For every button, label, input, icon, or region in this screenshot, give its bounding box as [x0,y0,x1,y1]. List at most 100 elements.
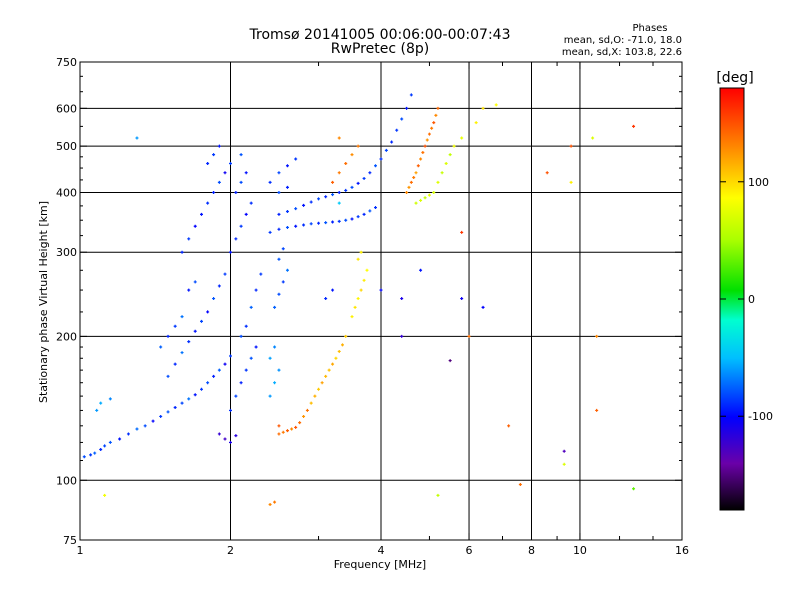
x-mode-point [436,493,440,497]
o-mode-point [173,405,177,409]
o-mode-point [223,272,227,276]
phases-heading: Phases [632,23,667,34]
o-mode-point [143,424,147,428]
o-mode-point [108,440,112,444]
o-mode-point [166,410,170,414]
o-mode-point [254,288,258,292]
o-mode-point [294,157,298,161]
o-mode-point [239,180,243,184]
o-mode-point [217,368,221,372]
o-mode-point [317,197,321,201]
x-mode-point [412,175,416,179]
x-mode-point [356,257,360,261]
o-mode-point [95,408,99,412]
x-mode-point [268,502,272,506]
x-mode-point [409,180,413,184]
o-mode-point [223,171,227,175]
x-mode-point [313,394,317,398]
x-mode-point [405,190,409,194]
o-mode-point [254,345,258,349]
o-mode-point [187,340,191,344]
o-mode-point [166,374,170,378]
o-mode-point [244,324,248,328]
x-mode-point [356,144,360,148]
o-mode-point [324,297,328,301]
o-mode-point [223,437,227,441]
o-mode-point [356,181,360,185]
o-mode-point [374,164,378,168]
o-mode-point [187,288,191,292]
x-mode-point [317,387,321,391]
o-mode-point [268,394,272,398]
o-mode-point [229,408,232,412]
o-mode-point [159,414,163,418]
o-mode-point [244,171,248,175]
o-mode-point [244,212,248,216]
o-mode-point [448,359,452,363]
o-mode-point [368,209,372,213]
o-mode-point [187,397,191,401]
o-mode-point [317,221,321,225]
x-mode-point [337,171,341,175]
o-mode-point [212,153,216,157]
o-mode-point [200,319,204,323]
x-mode-point [353,305,357,309]
x-tick-label: 1 [77,544,84,557]
o-mode-point [302,203,306,207]
o-mode-point [229,161,232,165]
x-tick-label: 4 [378,544,385,557]
x-mode-point [444,161,448,165]
x-mode-point [277,424,281,428]
x-mode-point [419,157,423,161]
grid-lines [80,62,682,540]
o-mode-point [180,250,184,254]
x-mode-point [365,268,369,272]
o-mode-point [239,334,243,338]
x-axis-label: Frequency [MHz] [334,558,426,571]
o-mode-point [379,157,383,161]
x-mode-point [545,171,549,175]
o-mode-point [273,381,277,385]
x-mode-point [331,180,335,184]
x-mode-point [452,144,456,148]
o-mode-point [103,444,107,448]
o-mode-point [350,217,354,221]
o-mode-point [206,381,210,385]
x-mode-point [281,430,285,434]
x-mode-point [434,113,438,117]
x-mode-point [407,185,411,189]
o-mode-point [206,310,210,314]
x-mode-point [460,136,464,140]
x-mode-point [273,500,277,504]
o-mode-point [350,185,354,189]
x-mode-point [507,424,511,428]
o-mode-point [285,210,289,214]
o-mode-point [268,230,272,234]
o-mode-point [277,257,281,261]
x-mode-point [277,432,281,436]
x-mode-point [359,250,363,254]
o-mode-point [259,272,263,276]
o-mode-point [234,190,238,194]
o-mode-point [229,440,232,444]
phases-x-stats: mean, sd,X: 103.8, 22.6 [562,47,682,58]
x-mode-point [290,427,294,431]
o-mode-point [239,381,243,385]
x-tick-label: 10 [573,544,587,557]
o-mode-point [223,362,227,366]
o-mode-point [193,393,197,397]
x-mode-point [324,374,328,378]
x-mode-point [340,343,344,347]
chart-subtitle: RwPretec (8p) [331,41,429,57]
x-tick-label: 2 [227,544,234,557]
o-mode-point [344,218,348,222]
o-mode-point [249,356,253,360]
x-mode-point [419,198,423,202]
o-mode-point [390,140,394,144]
o-mode-point [126,432,130,436]
o-mode-point [234,394,238,398]
x-mode-point [302,414,306,418]
axis-ticks: 1 2 4 6 8 10 16 75 100 200 300 400 500 600 750 [56,56,689,557]
x-mode-point [595,408,599,412]
o-mode-point [193,329,197,333]
